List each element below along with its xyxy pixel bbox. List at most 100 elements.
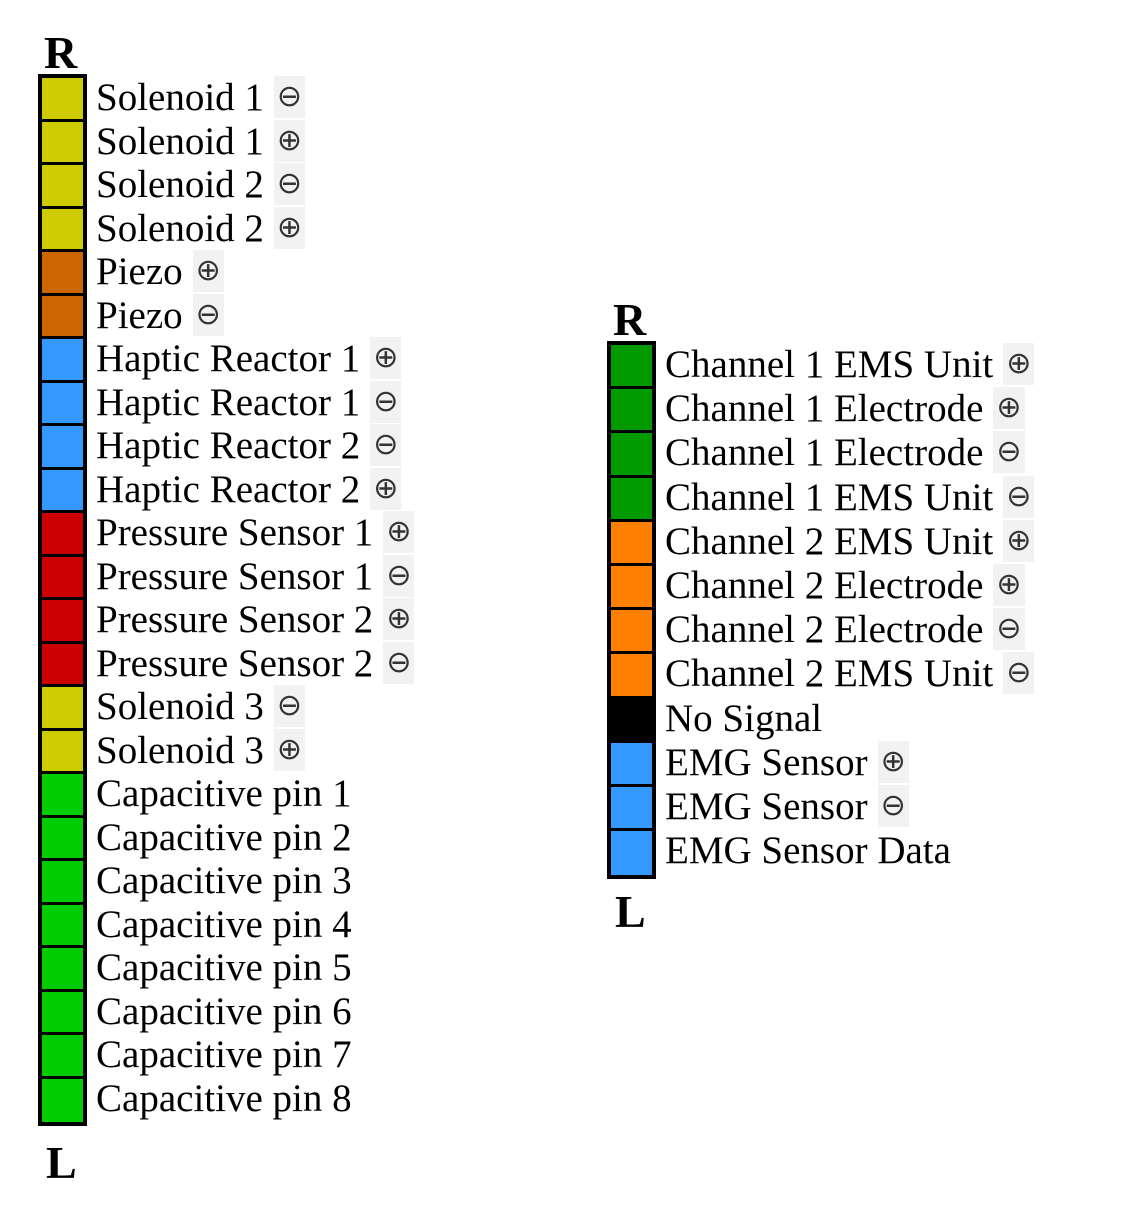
pin-label: Channel 2 EMS Unit ⊖: [665, 652, 1035, 696]
negative-polarity-icon: ⊖: [273, 685, 306, 727]
positive-polarity-icon: ⊕: [273, 729, 306, 771]
positive-polarity-icon: ⊕: [383, 598, 415, 640]
pin-color-cell: [611, 699, 652, 743]
pin-label: Pressure Sensor 2 ⊖: [96, 642, 415, 686]
pin-label-text: Solenoid 1: [96, 76, 264, 119]
pin-label: Solenoid 2 ⊖: [96, 163, 306, 207]
pin-label-text: Solenoid 2: [96, 207, 264, 250]
pin-label: Channel 2 EMS Unit ⊕: [665, 520, 1035, 564]
pin-label-text: Haptic Reactor 1: [96, 337, 361, 380]
pin-label: Haptic Reactor 1 ⊕: [96, 337, 402, 381]
pin-label: Capacitive pin 5: [96, 946, 352, 990]
pin-color-cell: [611, 389, 652, 433]
pin-label: Capacitive pin 3: [96, 859, 352, 903]
negative-polarity-icon: ⊖: [370, 381, 402, 423]
pin-color-cell: [42, 296, 83, 339]
positive-polarity-icon: ⊕: [273, 120, 306, 162]
pin-label: Solenoid 3 ⊕: [96, 729, 306, 773]
pin-color-cell: [42, 557, 83, 600]
connector-left-bottom-label: L: [46, 1137, 77, 1188]
pin-label-text: Channel 2 Electrode: [665, 608, 984, 651]
pin-label: Haptic Reactor 2 ⊖: [96, 424, 402, 468]
positive-polarity-icon: ⊕: [1003, 520, 1035, 562]
negative-polarity-icon: ⊖: [273, 163, 306, 205]
pin-label-text: Capacitive pin 2: [96, 816, 352, 859]
positive-polarity-icon: ⊕: [1003, 343, 1035, 385]
pin-color-cell: [42, 1079, 83, 1122]
pin-label: Haptic Reactor 1 ⊖: [96, 381, 402, 425]
negative-polarity-icon: ⊖: [273, 76, 306, 118]
pin-label-text: Solenoid 2: [96, 163, 264, 206]
negative-polarity-icon: ⊖: [370, 424, 402, 466]
connector-right-bottom-label: L: [615, 886, 646, 937]
pin-label-text: Pressure Sensor 1: [96, 555, 374, 598]
pin-label-text: Solenoid 3: [96, 729, 264, 772]
pin-color-cell: [42, 600, 83, 644]
pin-color-cell: [42, 948, 83, 992]
pin-label: Channel 1 Electrode ⊕: [665, 387, 1025, 431]
pin-label-text: Piezo: [96, 250, 183, 293]
pin-label-text: Capacitive pin 3: [96, 859, 352, 902]
positive-polarity-icon: ⊕: [877, 741, 909, 783]
pin-color-cell: [42, 905, 83, 948]
pin-label-text: Channel 2 EMS Unit: [665, 520, 994, 563]
pin-label-text: Channel 1 EMS Unit: [665, 343, 994, 386]
pin-label: Piezo ⊖: [96, 294, 224, 338]
pin-color-cell: [611, 787, 652, 831]
negative-polarity-icon: ⊖: [877, 785, 909, 827]
pin-color-cell: [42, 426, 83, 470]
pin-label: EMG Sensor ⊖: [665, 785, 909, 829]
pin-color-cell: [42, 470, 83, 513]
pin-label-text: Capacitive pin 7: [96, 1033, 352, 1076]
connector-left-top-label: R: [44, 27, 78, 78]
pin-color-cell: [611, 743, 652, 787]
pin-label-text: EMG Sensor: [665, 785, 868, 828]
pin-label: Capacitive pin 1: [96, 772, 352, 816]
positive-polarity-icon: ⊕: [192, 250, 224, 292]
pin-label-text: Pressure Sensor 2: [96, 598, 374, 641]
pin-label: Channel 1 EMS Unit ⊕: [665, 343, 1035, 387]
pin-color-cell: [42, 861, 83, 905]
connector-left-strip: [38, 74, 87, 1126]
pin-color-cell: [611, 522, 652, 566]
pin-color-cell: [42, 818, 83, 861]
pin-label-text: Capacitive pin 6: [96, 990, 352, 1033]
pin-label: Pressure Sensor 1 ⊕: [96, 511, 415, 555]
negative-polarity-icon: ⊖: [192, 294, 224, 336]
pin-label: Capacitive pin 8: [96, 1077, 352, 1121]
pin-label-text: Haptic Reactor 2: [96, 468, 361, 511]
negative-polarity-icon: ⊖: [1003, 476, 1035, 518]
pin-color-cell: [42, 209, 83, 252]
pin-label: Solenoid 1 ⊖: [96, 76, 306, 120]
pin-label-text: Piezo: [96, 294, 183, 337]
negative-polarity-icon: ⊖: [993, 431, 1025, 473]
pin-color-cell: [42, 1035, 83, 1079]
pin-color-cell: [611, 654, 652, 699]
pin-label-text: Pressure Sensor 2: [96, 642, 374, 685]
pin-color-cell: [42, 383, 83, 426]
pin-color-cell: [611, 478, 652, 522]
pin-label-text: Channel 1 Electrode: [665, 431, 984, 474]
pin-color-cell: [611, 433, 652, 478]
pin-label: Pressure Sensor 2 ⊕: [96, 598, 415, 642]
pin-label: Pressure Sensor 1 ⊖: [96, 555, 415, 599]
positive-polarity-icon: ⊕: [993, 564, 1025, 606]
pin-color-cell: [611, 566, 652, 610]
pin-color-cell: [611, 345, 652, 389]
pin-label: EMG Sensor Data: [665, 829, 951, 873]
pin-color-cell: [42, 774, 83, 818]
pin-color-cell: [42, 992, 83, 1035]
pin-label-text: EMG Sensor Data: [665, 829, 951, 872]
pin-label-text: Channel 2 EMS Unit: [665, 652, 994, 695]
positive-polarity-icon: ⊕: [370, 468, 402, 510]
pin-label: Solenoid 1 ⊕: [96, 120, 306, 164]
pin-color-cell: [42, 687, 83, 731]
pin-color-cell: [611, 831, 652, 875]
pin-label: Capacitive pin 2: [96, 816, 352, 860]
negative-polarity-icon: ⊖: [1003, 652, 1035, 694]
pin-label-text: No Signal: [665, 697, 823, 740]
pin-color-cell: [42, 339, 83, 383]
pin-label: Channel 1 EMS Unit ⊖: [665, 476, 1035, 520]
pin-color-cell: [42, 78, 83, 122]
pin-label: Solenoid 3 ⊖: [96, 685, 306, 729]
